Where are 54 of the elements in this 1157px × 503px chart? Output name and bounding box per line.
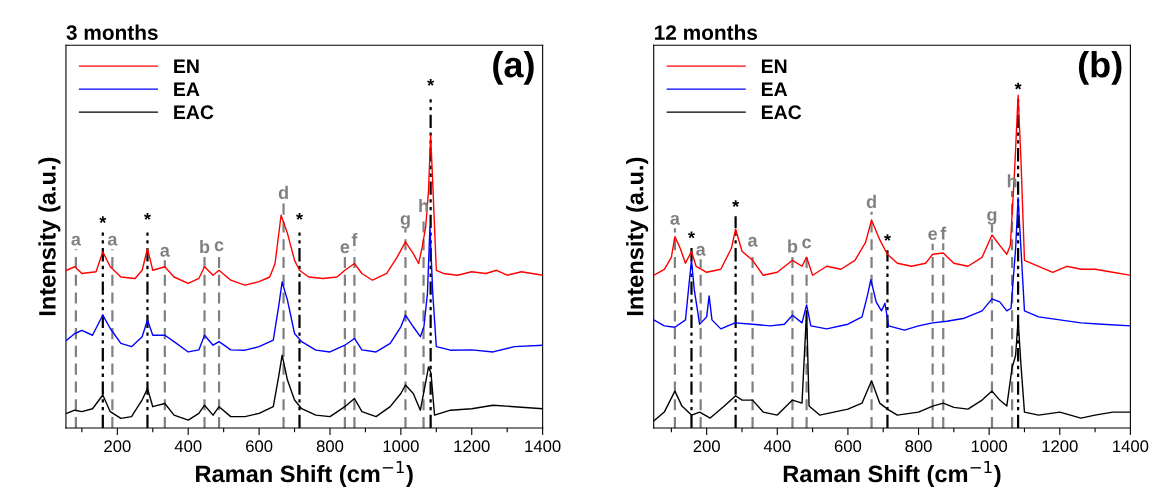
annotation: a bbox=[670, 214, 681, 225]
annotation: * bbox=[99, 216, 107, 224]
annotation: * bbox=[732, 200, 740, 207]
legend-label: EA bbox=[174, 82, 200, 96]
y-axis-title: Intensity (a.u.) bbox=[38, 157, 61, 316]
annotation: b bbox=[788, 239, 798, 253]
legend-label: EN bbox=[761, 59, 787, 73]
x-tick-label: 400 bbox=[174, 440, 202, 453]
legend-label: EAC bbox=[761, 105, 802, 120]
annotation: f bbox=[351, 232, 358, 247]
legend-label: EN bbox=[174, 59, 199, 73]
annotation: c bbox=[214, 241, 224, 252]
x-tick-label: 1200 bbox=[1042, 440, 1078, 453]
annotation: b bbox=[200, 239, 210, 254]
chart-title: 3 months bbox=[66, 24, 158, 40]
x-tick-label: 600 bbox=[834, 440, 862, 453]
annotation: f bbox=[940, 226, 947, 240]
x-tick-label: 200 bbox=[693, 440, 720, 453]
x-axis-title: Raman Shift (cm$^{−1}$) bbox=[196, 460, 413, 487]
annotation: d bbox=[278, 185, 288, 200]
annotation: a bbox=[696, 245, 706, 256]
annotation: g bbox=[987, 211, 997, 225]
legend-label: EA bbox=[761, 82, 788, 96]
x-tick-label: 600 bbox=[246, 440, 273, 453]
annotation: * bbox=[884, 234, 891, 241]
y-axis-title: Intensity (a.u.) bbox=[626, 157, 649, 316]
annotation: a bbox=[748, 236, 758, 247]
chart-title: 12 months bbox=[655, 24, 758, 40]
x-tick-label: 1400 bbox=[1113, 440, 1149, 453]
x-tick-label: 800 bbox=[905, 440, 932, 453]
text: (a) bbox=[493, 51, 534, 85]
annotation: * bbox=[296, 213, 303, 220]
x-tick-label: 1200 bbox=[454, 440, 490, 453]
legend-label: EAC bbox=[174, 105, 214, 120]
annotation: * bbox=[144, 213, 151, 220]
annotation: a bbox=[71, 235, 82, 246]
x-tick-label: 200 bbox=[104, 440, 131, 453]
annotation: e bbox=[340, 243, 350, 254]
annotation: * bbox=[688, 231, 695, 239]
text: (b) bbox=[1078, 51, 1122, 85]
annotation: a bbox=[107, 235, 118, 246]
annotation: * bbox=[427, 79, 435, 86]
x-tick-label: 400 bbox=[763, 440, 791, 453]
annotation: d bbox=[866, 194, 876, 209]
annotation: c bbox=[802, 238, 812, 249]
annotation: a bbox=[160, 246, 170, 257]
x-tick-label: 1000 bbox=[383, 440, 419, 453]
x-tick-label: 1000 bbox=[971, 440, 1008, 453]
x-tick-label: 1400 bbox=[525, 440, 561, 453]
x-axis-title: Raman Shift (cm$^{−1}$) bbox=[783, 460, 1001, 487]
annotation: * bbox=[1014, 82, 1022, 90]
annotation: g bbox=[400, 215, 410, 229]
annotation: e bbox=[928, 230, 938, 241]
x-tick-label: 800 bbox=[316, 440, 344, 453]
